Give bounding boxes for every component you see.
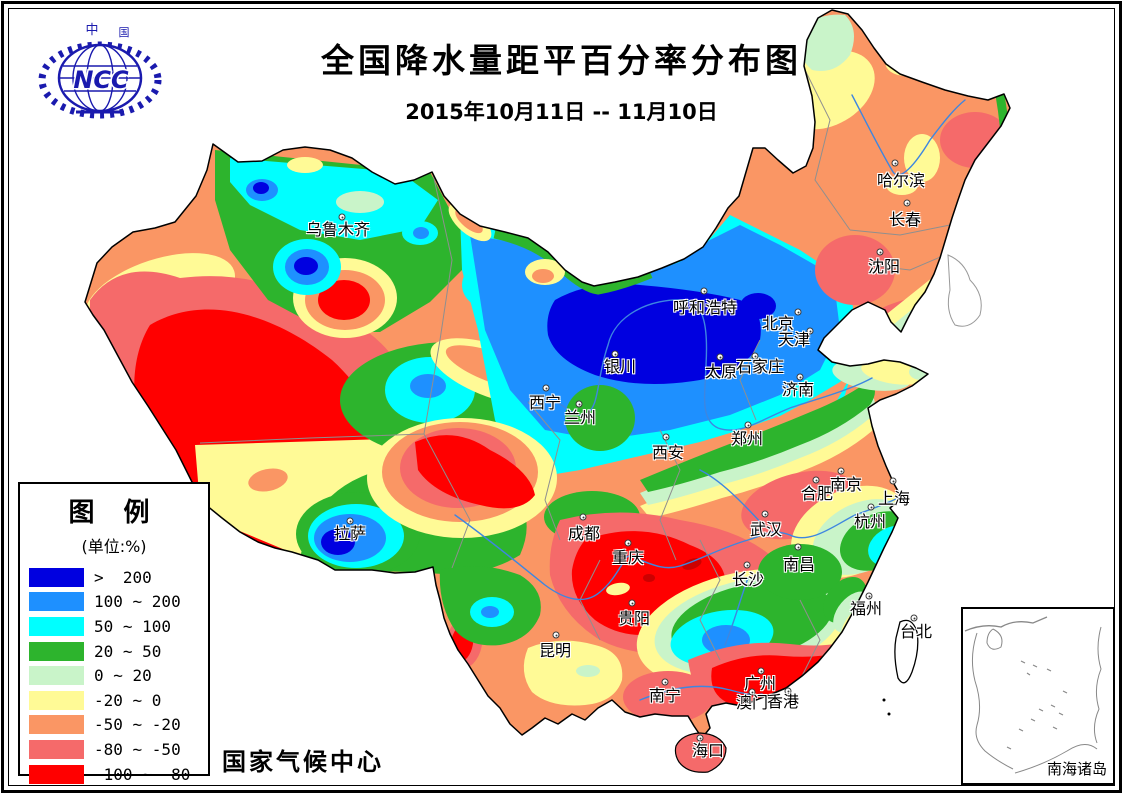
- legend-box: 图 例 (单位:%) > 200 100 ~ 200 50 ~ 100 20 ~ 50…: [18, 482, 210, 784]
- songhua-river: [851, 94, 966, 176]
- ncc-logo: NCC 中 国: [38, 23, 162, 119]
- han-river: [699, 469, 766, 528]
- xiang-river: [724, 577, 749, 646]
- legend-row: -80 ~ -50: [20, 737, 208, 762]
- logo-char-left: 中: [85, 23, 98, 38]
- organization-name: 国家气候中心: [222, 748, 384, 776]
- legend-row: 0 ~ 20: [20, 663, 208, 688]
- south-china-sea-inset: 南海诸岛: [961, 607, 1115, 785]
- legend-label: -50 ~ -20: [94, 715, 181, 735]
- legend-swatch: [29, 715, 84, 735]
- china-outline: [84, 9, 1011, 739]
- legend-label: 50 ~ 100: [94, 616, 172, 636]
- yangtze-river: [454, 496, 901, 601]
- inset-label: 南海诸岛: [1046, 760, 1107, 778]
- legend-label: > 200: [94, 567, 152, 587]
- legend-swatch: [29, 641, 84, 661]
- legend-swatch: [29, 690, 84, 710]
- legend-swatch: [29, 666, 84, 686]
- legend-row: -100 ~ -80: [20, 762, 208, 787]
- legend-label: -100 ~ -80: [94, 764, 191, 784]
- legend-swatch: [29, 592, 84, 612]
- map-date-range: 2015年10月11日 -- 11月10日: [405, 100, 718, 124]
- legend-label: -80 ~ -50: [94, 739, 181, 759]
- legend-label: -20 ~ 0: [94, 690, 162, 710]
- yellow-river: [527, 299, 873, 431]
- legend-row: 100 ~ 200: [20, 590, 208, 615]
- legend-swatch: [29, 739, 84, 759]
- legend-label: 0 ~ 20: [94, 666, 152, 686]
- legend-row: 20 ~ 50: [20, 639, 208, 664]
- logo-char-right: 国: [119, 26, 130, 39]
- map-title: 全国降水量距平百分率分布图: [321, 41, 802, 80]
- header: 全国降水量距平百分率分布图 2015年10月11日 -- 11月10日: [0, 0, 1123, 126]
- inset-coastlines: [964, 616, 1102, 774]
- legend-row: -50 ~ -20: [20, 713, 208, 738]
- taiwan-island: [894, 619, 919, 684]
- legend-label: 100 ~ 200: [94, 592, 181, 612]
- legend-title: 图 例: [68, 498, 160, 528]
- legend-swatch: [29, 567, 84, 587]
- ncc-logo-text: NCC: [73, 66, 129, 94]
- legend-label: 20 ~ 50: [94, 641, 162, 661]
- hainan-island: [674, 732, 727, 773]
- legend-unit: (单位:%): [81, 537, 147, 556]
- legend-row: > 200: [20, 565, 208, 590]
- legend-row: 50 ~ 100: [20, 614, 208, 639]
- legend-rows: > 200 100 ~ 200 50 ~ 100 20 ~ 50 0 ~ 20 -20 ~…: [20, 565, 208, 786]
- legend-row: -20 ~ 0: [20, 688, 208, 713]
- korea-outline: [947, 254, 982, 327]
- legend-swatch: [29, 764, 84, 784]
- legend-swatch: [29, 616, 84, 636]
